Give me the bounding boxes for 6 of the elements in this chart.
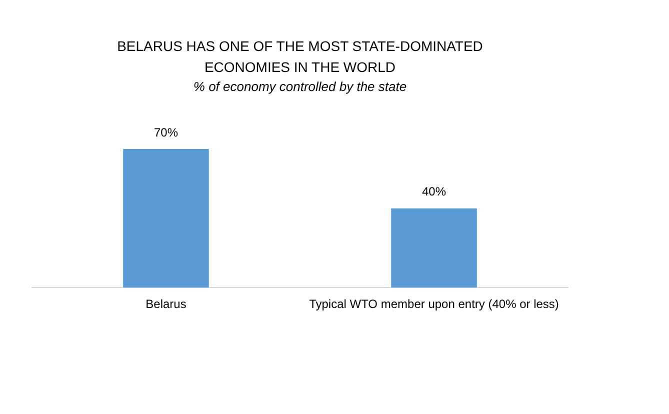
- x-tick-label: Typical WTO member upon entry (40% or less): [309, 297, 559, 312]
- x-tick-label: Belarus: [146, 297, 186, 312]
- chart-title: BELARUS HAS ONE OF THE MOST STATE-DOMINATED ECONOMIES IN THE WORLD: [116, 37, 484, 77]
- data-label: 40%: [422, 184, 446, 199]
- data-label: 70%: [154, 125, 178, 140]
- chart-subtitle: % of economy controlled by the state: [192, 78, 408, 95]
